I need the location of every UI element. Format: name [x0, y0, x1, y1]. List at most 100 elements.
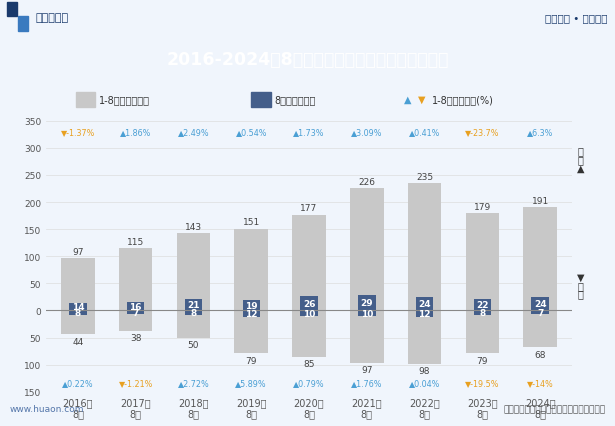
Text: 8: 8	[479, 308, 485, 317]
Bar	[408, 311, 442, 364]
Bar	[350, 188, 384, 311]
Text: ▲1.86%: ▲1.86%	[120, 128, 151, 137]
Bar	[466, 214, 499, 311]
Text: ▼: ▼	[577, 272, 584, 282]
Bar	[474, 299, 491, 311]
Bar	[292, 311, 326, 357]
Text: 29: 29	[360, 299, 373, 308]
Text: 97: 97	[361, 366, 373, 374]
Text: 115: 115	[127, 237, 145, 246]
Text: 97: 97	[72, 247, 84, 256]
Bar	[69, 311, 87, 315]
Bar	[184, 311, 202, 315]
Text: 7: 7	[537, 308, 544, 317]
Text: 10: 10	[303, 309, 315, 318]
Text: ▲: ▲	[577, 163, 584, 173]
Text: 21: 21	[187, 301, 200, 310]
Text: 44: 44	[73, 337, 84, 346]
Bar	[119, 311, 153, 331]
Text: ▲3.09%: ▲3.09%	[351, 128, 383, 137]
Text: 口: 口	[577, 155, 584, 165]
Text: 10: 10	[360, 309, 373, 318]
Text: 79: 79	[477, 356, 488, 365]
Text: 数据来源：中国海关，华经产业研究院整理: 数据来源：中国海关，华经产业研究院整理	[504, 404, 606, 413]
Bar	[251, 93, 271, 107]
Text: ▲6.3%: ▲6.3%	[527, 128, 554, 137]
Text: 151: 151	[243, 218, 260, 227]
Text: ▲1.76%: ▲1.76%	[351, 379, 383, 388]
Bar	[242, 300, 260, 311]
Text: ▼-14%: ▼-14%	[527, 379, 554, 388]
Bar	[523, 207, 557, 311]
Bar	[234, 229, 268, 311]
Bar	[76, 93, 95, 107]
Text: 华经情报网: 华经情报网	[36, 13, 69, 23]
Bar	[61, 311, 95, 334]
Text: ▲2.72%: ▲2.72%	[178, 379, 209, 388]
Bar	[408, 184, 442, 311]
Text: 8: 8	[191, 308, 197, 317]
Text: 24: 24	[418, 300, 431, 309]
Text: 8: 8	[75, 308, 81, 317]
Bar	[69, 303, 87, 311]
Bar	[416, 298, 434, 311]
Text: 专业严谨 • 客观科学: 专业严谨 • 客观科学	[545, 13, 608, 23]
Bar	[242, 311, 260, 317]
Text: ▲0.79%: ▲0.79%	[293, 379, 325, 388]
Text: ▲: ▲	[403, 95, 411, 104]
Bar	[531, 311, 549, 314]
Text: 16: 16	[129, 302, 142, 311]
Text: 14: 14	[71, 302, 84, 311]
Text: ▲5.89%: ▲5.89%	[236, 379, 267, 388]
Text: 50: 50	[188, 340, 199, 349]
Bar	[523, 311, 557, 348]
Text: ▲0.04%: ▲0.04%	[409, 379, 440, 388]
Text: 2016-2024年8月重庆西永综合保税区进、出口额: 2016-2024年8月重庆西永综合保税区进、出口额	[166, 51, 449, 69]
Bar	[127, 302, 145, 311]
Bar	[127, 311, 145, 314]
Bar	[184, 299, 202, 311]
Text: ▲1.73%: ▲1.73%	[293, 128, 325, 137]
Text: 24: 24	[534, 300, 547, 309]
Text: ▲0.22%: ▲0.22%	[62, 379, 93, 388]
Bar	[350, 311, 384, 363]
Text: ▼-1.37%: ▼-1.37%	[61, 128, 95, 137]
Text: 口: 口	[577, 289, 584, 299]
Bar	[466, 311, 499, 354]
Text: 8月（亿美元）: 8月（亿美元）	[275, 95, 316, 104]
Text: ▼-23.7%: ▼-23.7%	[465, 128, 499, 137]
Text: 19: 19	[245, 301, 258, 310]
Text: 12: 12	[245, 310, 258, 319]
Text: 79: 79	[245, 356, 257, 365]
Text: 26: 26	[303, 299, 315, 308]
Bar	[177, 233, 210, 311]
Text: 85: 85	[303, 359, 315, 368]
Text: 68: 68	[534, 350, 546, 359]
Text: 143: 143	[185, 222, 202, 231]
Text: 出: 出	[577, 146, 584, 156]
Bar	[61, 258, 95, 311]
Bar	[119, 248, 153, 311]
Text: 191: 191	[531, 196, 549, 205]
Text: 1-8月（亿美元）: 1-8月（亿美元）	[99, 95, 150, 104]
Bar	[234, 311, 268, 354]
Text: www.huaon.com: www.huaon.com	[9, 404, 84, 413]
Text: 177: 177	[300, 204, 318, 213]
Text: 1-8月同比增速(%): 1-8月同比增速(%)	[432, 95, 494, 104]
Text: 226: 226	[359, 177, 375, 186]
Bar	[300, 311, 318, 316]
Text: ▲0.41%: ▲0.41%	[409, 128, 440, 137]
Bar	[358, 311, 376, 316]
Text: 7: 7	[132, 308, 139, 317]
Text: ▲0.54%: ▲0.54%	[236, 128, 267, 137]
Bar	[416, 311, 434, 317]
Bar	[474, 311, 491, 315]
Text: ▼: ▼	[418, 95, 426, 104]
Text: 22: 22	[476, 300, 489, 309]
Text: 进: 进	[577, 280, 584, 291]
Text: 179: 179	[474, 203, 491, 212]
Bar	[7, 3, 17, 17]
Text: ▼-1.21%: ▼-1.21%	[119, 379, 153, 388]
Bar	[177, 311, 210, 338]
Bar	[300, 296, 318, 311]
